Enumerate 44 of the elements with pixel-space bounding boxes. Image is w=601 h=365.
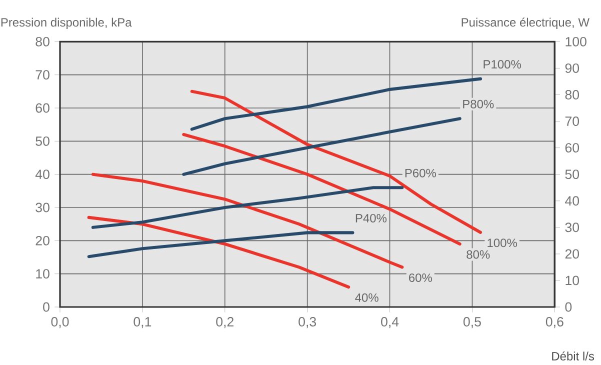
y2-tick-label: 60 [565,143,580,153]
y-tick-label: 10 [36,269,50,279]
y-tick-label: 40 [35,170,50,180]
y2-tick-label: 0 [565,302,572,312]
y-tick-label: 50 [36,136,50,146]
series-label: 60% [409,273,432,282]
x-tick-label: 0,2 [216,317,234,328]
y2-tick-label: 40 [565,196,580,206]
y2-tick-label: 30 [565,222,580,232]
series-label: P80% [463,100,494,108]
line-series [87,216,350,289]
y-tick-label: 60 [36,103,50,113]
y2-tick-label: 70 [565,116,580,126]
y2-tick-label: 20 [565,249,580,259]
x-tick-label: 0,3 [298,317,316,328]
series-label: P60% [405,168,436,178]
y2-tick-label: 80 [565,90,580,100]
y-tick-label: 20 [36,236,50,246]
y2-tick-label: 90 [565,63,580,73]
line-series [91,186,404,229]
y2-tick-label: 100 [566,36,586,46]
series-label: 100% [488,238,517,248]
x-tick-label: 0,4 [381,317,399,328]
series-label: P100% [484,60,521,69]
series-label: 80% [466,250,490,259]
y-axis-title: Pression disponible, kPa [1,18,132,29]
y2-tick-label: 10 [566,276,580,286]
line-series [182,117,462,176]
line-series [91,172,404,269]
x-tick-label: 0,1 [134,317,152,328]
line-series [182,133,462,246]
y-tick-label: 0 [43,302,50,312]
x-tick-label: 0,5 [463,317,481,328]
x-tick-label: 0,6 [546,317,564,328]
y2-axis-title: Puissance électrique, W [462,18,590,29]
x-axis-title: Débit l/s [552,352,594,360]
y-tick-label: 80 [36,36,50,46]
series-label: 40% [355,293,378,302]
line-series [87,231,354,258]
x-tick-label: 0,0 [51,317,69,328]
series-label: P40% [356,214,387,222]
y-tick-label: 70 [36,70,50,80]
y-tick-label: 30 [36,202,50,212]
y2-tick-label: 50 [565,170,580,180]
